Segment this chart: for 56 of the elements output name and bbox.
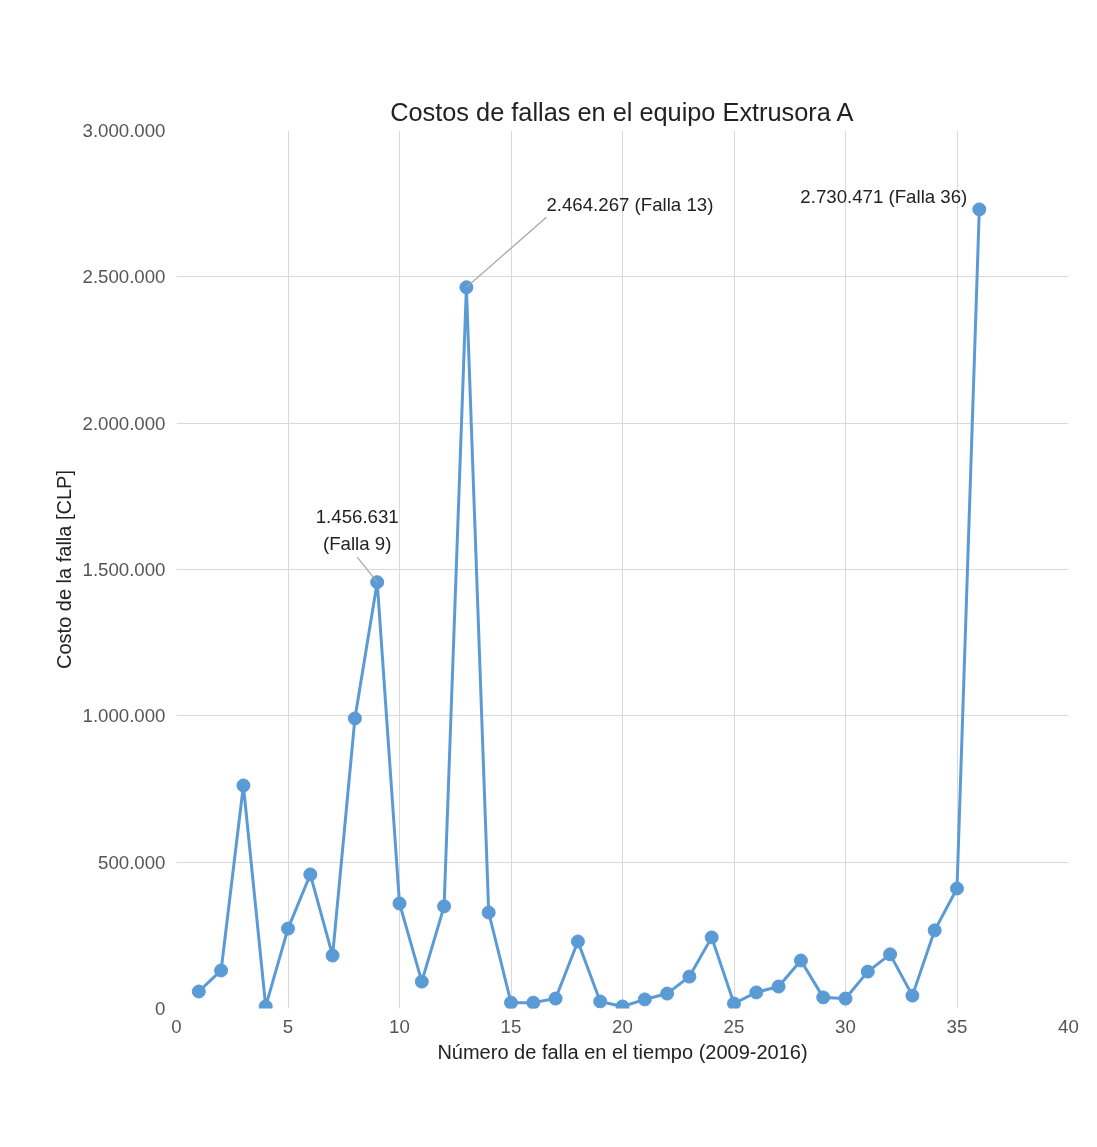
point [950, 881, 964, 896]
point [570, 934, 585, 949]
point [481, 905, 496, 920]
point [793, 953, 808, 968]
point [548, 991, 563, 1006]
y-tick-label: 1.000.000 [82, 705, 166, 727]
x-tick-label: 10 [389, 1015, 410, 1037]
y-tick-label: 500.000 [98, 851, 166, 873]
point [727, 996, 741, 1009]
point [704, 930, 719, 945]
point [637, 992, 652, 1007]
point [347, 711, 362, 726]
point [838, 991, 853, 1006]
point [504, 995, 518, 1009]
point [437, 899, 452, 914]
point [905, 988, 920, 1003]
point [370, 575, 385, 590]
y-axis-title: Costo de la falla [CLP] [52, 470, 75, 669]
point [927, 923, 942, 938]
point [392, 896, 407, 911]
point [860, 964, 875, 979]
point [749, 985, 764, 1000]
x-tick-label: 15 [500, 1015, 522, 1037]
point [883, 947, 898, 962]
y-tick-label: 3.000.000 [82, 120, 166, 141]
point [459, 280, 474, 295]
point [214, 963, 229, 978]
y-tick-label: 0 [155, 998, 166, 1019]
x-tick-label: 40 [1058, 1015, 1079, 1037]
x-axis-title: Número de falla en el tiempo (2009-2016) [437, 1040, 808, 1063]
point [660, 986, 675, 1001]
point [414, 974, 429, 989]
y-tick-label: 2.000.000 [82, 412, 166, 434]
point [236, 778, 251, 793]
point [593, 994, 608, 1009]
x-tick-label: 25 [723, 1015, 745, 1037]
point [816, 990, 831, 1005]
x-tick-label: 20 [612, 1015, 633, 1037]
point [325, 948, 340, 963]
x-tick-label: 5 [282, 1015, 294, 1037]
point [682, 969, 697, 984]
y-tick-label: 1.500.000 [82, 559, 166, 580]
chart-title: Costos de fallas en el equipo Extrusora A [390, 97, 854, 126]
point [191, 984, 206, 999]
annotation: 2.730.471 (Falla 36) [800, 186, 968, 208]
point [526, 995, 541, 1009]
point [771, 979, 786, 994]
point [303, 867, 318, 882]
y-tick-label: 2.500.000 [82, 266, 166, 288]
annotation: 2.464.267 (Falla 13) [546, 194, 714, 216]
point [281, 921, 295, 936]
x-tick-label: 35 [946, 1015, 968, 1037]
point [972, 202, 987, 217]
annotation: 1.456.631 (Falla 9) [315, 505, 399, 555]
x-tick-label: 0 [171, 1015, 182, 1037]
x-tick-label: 30 [835, 1015, 856, 1037]
